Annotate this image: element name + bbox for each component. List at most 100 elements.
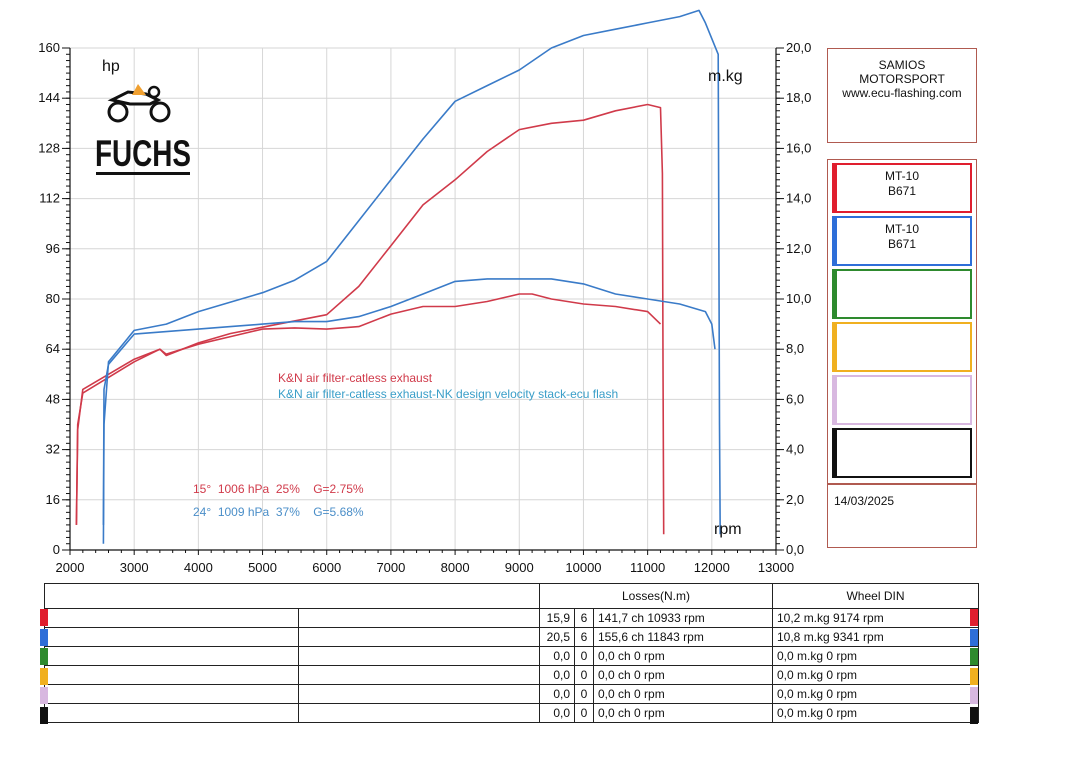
- max-torque: 0,0 m.kg 0 rpm: [772, 703, 979, 723]
- left-tick-label: 80: [46, 291, 60, 306]
- max-power: 141,7 ch 10933 rpm: [593, 608, 773, 628]
- shop-website: www.ecu-flashing.com: [842, 86, 962, 100]
- x-tick-label: 7000: [376, 560, 405, 575]
- table-row: 0,0 0 0,0 ch 0 rpm 0,0 m.kg 0 rpm: [44, 646, 979, 666]
- x-tick-label: 3000: [120, 560, 149, 575]
- legend-code: B671: [887, 184, 917, 198]
- legend-item[interactable]: MT-10 B671: [832, 163, 972, 213]
- loss-value-1: 0,0: [539, 646, 575, 666]
- legend-item[interactable]: [832, 269, 972, 319]
- series-2-annotation: K&N air filter-catless exhaust-NK design…: [278, 387, 618, 401]
- legend-color-swatch: [832, 428, 837, 478]
- left-tick-label: 128: [38, 140, 60, 155]
- conditions-2-annotation: 24° 1009 hPa 37% G=5.68%: [193, 505, 364, 519]
- table-row: 0,0 0 0,0 ch 0 rpm 0,0 m.kg 0 rpm: [44, 684, 979, 704]
- max-power: 0,0 ch 0 rpm: [593, 684, 773, 704]
- row-blank-2: [298, 608, 540, 628]
- x-tick-label: 13000: [758, 560, 794, 575]
- table-row: 0,0 0 0,0 ch 0 rpm 0,0 m.kg 0 rpm: [44, 703, 979, 723]
- loss-value-2: 0: [574, 665, 594, 685]
- legend-item[interactable]: [832, 375, 972, 425]
- x-tick-label: 9000: [505, 560, 534, 575]
- x-tick-label: 10000: [565, 560, 601, 575]
- row-blank-1: [44, 665, 299, 685]
- left-tick-label: 112: [39, 191, 60, 206]
- row-blank-1: [44, 684, 299, 704]
- legend-model: MT-10: [884, 169, 919, 183]
- max-power: 155,6 ch 11843 rpm: [593, 627, 773, 647]
- max-power: 0,0 ch 0 rpm: [593, 703, 773, 723]
- table-row: 0,0 0 0,0 ch 0 rpm 0,0 m.kg 0 rpm: [44, 665, 979, 685]
- power-line-series-2: [102, 9, 721, 544]
- test-date: 14/03/2025: [834, 494, 895, 508]
- torque-line-series-2: [102, 278, 716, 525]
- loss-value-2: 0: [574, 684, 594, 704]
- table-row: 15,9 6 141,7 ch 10933 rpm 10,2 m.kg 9174 rp…: [44, 608, 979, 628]
- row-blank-1: [44, 646, 299, 666]
- row-color-marker-left: [40, 667, 48, 685]
- left-tick-label: 160: [38, 40, 60, 55]
- right-tick-label: 10,0: [786, 291, 811, 306]
- right-tick-label: 0,0: [786, 542, 804, 557]
- right-axis-unit: m.kg: [708, 68, 743, 85]
- results-table: Losses(N.m) Wheel DIN 15,9 6 141,7 ch 1093…: [44, 583, 979, 723]
- max-power: 0,0 ch 0 rpm: [593, 646, 773, 666]
- row-blank-2: [298, 684, 540, 704]
- left-tick-label: 144: [38, 90, 60, 105]
- max-torque: 10,2 m.kg 9174 rpm: [772, 608, 979, 628]
- row-blank-2: [298, 665, 540, 685]
- left-tick-label: 32: [46, 442, 60, 457]
- row-color-marker-right: [970, 706, 978, 724]
- row-blank-2: [298, 703, 540, 723]
- table-row: 20,5 6 155,6 ch 11843 rpm 10,8 m.kg 9341 rp…: [44, 627, 979, 647]
- shop-info-box: SAMIOS MOTORSPORT www.ecu-flashing.com: [827, 48, 977, 143]
- logo-wheel-front: [149, 101, 171, 123]
- losses-header: Losses(N.m): [539, 583, 773, 609]
- row-blank-1: [44, 608, 299, 628]
- row-color-marker-left: [40, 609, 48, 626]
- legend-item[interactable]: [832, 428, 972, 478]
- loss-value-2: 6: [574, 627, 594, 647]
- row-color-marker-right: [970, 628, 978, 646]
- x-tick-label: 4000: [184, 560, 213, 575]
- loss-value-1: 0,0: [539, 684, 575, 704]
- x-tick-label: 8000: [441, 560, 470, 575]
- x-tick-label: 11000: [630, 560, 665, 575]
- left-tick-label: 48: [46, 391, 60, 406]
- legend-box: MT-10 B671 MT-10 B671: [827, 159, 977, 484]
- right-tick-label: 2,0: [786, 492, 804, 507]
- x-tick-label: 12000: [694, 560, 730, 575]
- power-line-series-1: [75, 103, 665, 535]
- row-color-marker-left: [40, 706, 48, 724]
- logo-bike-body: [107, 90, 162, 106]
- legend-item[interactable]: [832, 322, 972, 372]
- row-blank-1: [44, 703, 299, 723]
- row-color-marker-right: [970, 667, 978, 685]
- right-tick-label: 14,0: [786, 191, 811, 206]
- x-axis-unit: rpm: [714, 521, 742, 538]
- conditions-1-annotation: 15° 1006 hPa 25% G=2.75%: [193, 482, 364, 496]
- table-body: 15,9 6 141,7 ch 10933 rpm 10,2 m.kg 9174 rp…: [44, 608, 979, 723]
- legend-item[interactable]: MT-10 B671: [832, 216, 972, 266]
- row-color-marker-right: [970, 687, 978, 704]
- logo-rider-head: [147, 85, 161, 99]
- left-tick-label: 64: [46, 341, 60, 356]
- legend-model: MT-10: [884, 222, 919, 236]
- loss-value-1: 0,0: [539, 703, 575, 723]
- logo-wheel-rear: [107, 101, 129, 123]
- max-torque: 0,0 m.kg 0 rpm: [772, 684, 979, 704]
- row-blank-2: [298, 646, 540, 666]
- shop-name-line2: MOTORSPORT: [859, 72, 945, 86]
- logo-text: FUCHS: [95, 133, 191, 174]
- max-power: 0,0 ch 0 rpm: [593, 665, 773, 685]
- row-color-marker-right: [970, 648, 978, 665]
- row-color-marker-left: [40, 628, 48, 646]
- row-color-marker-left: [40, 648, 48, 665]
- fuchs-logo: FUCHS: [95, 84, 191, 175]
- legend-color-swatch: [832, 322, 837, 372]
- right-tick-label: 20,0: [786, 40, 811, 55]
- row-blank-2: [298, 627, 540, 647]
- right-tick-label: 18,0: [786, 90, 811, 105]
- right-tick-label: 6,0: [786, 391, 804, 406]
- legend-color-swatch: [832, 216, 837, 266]
